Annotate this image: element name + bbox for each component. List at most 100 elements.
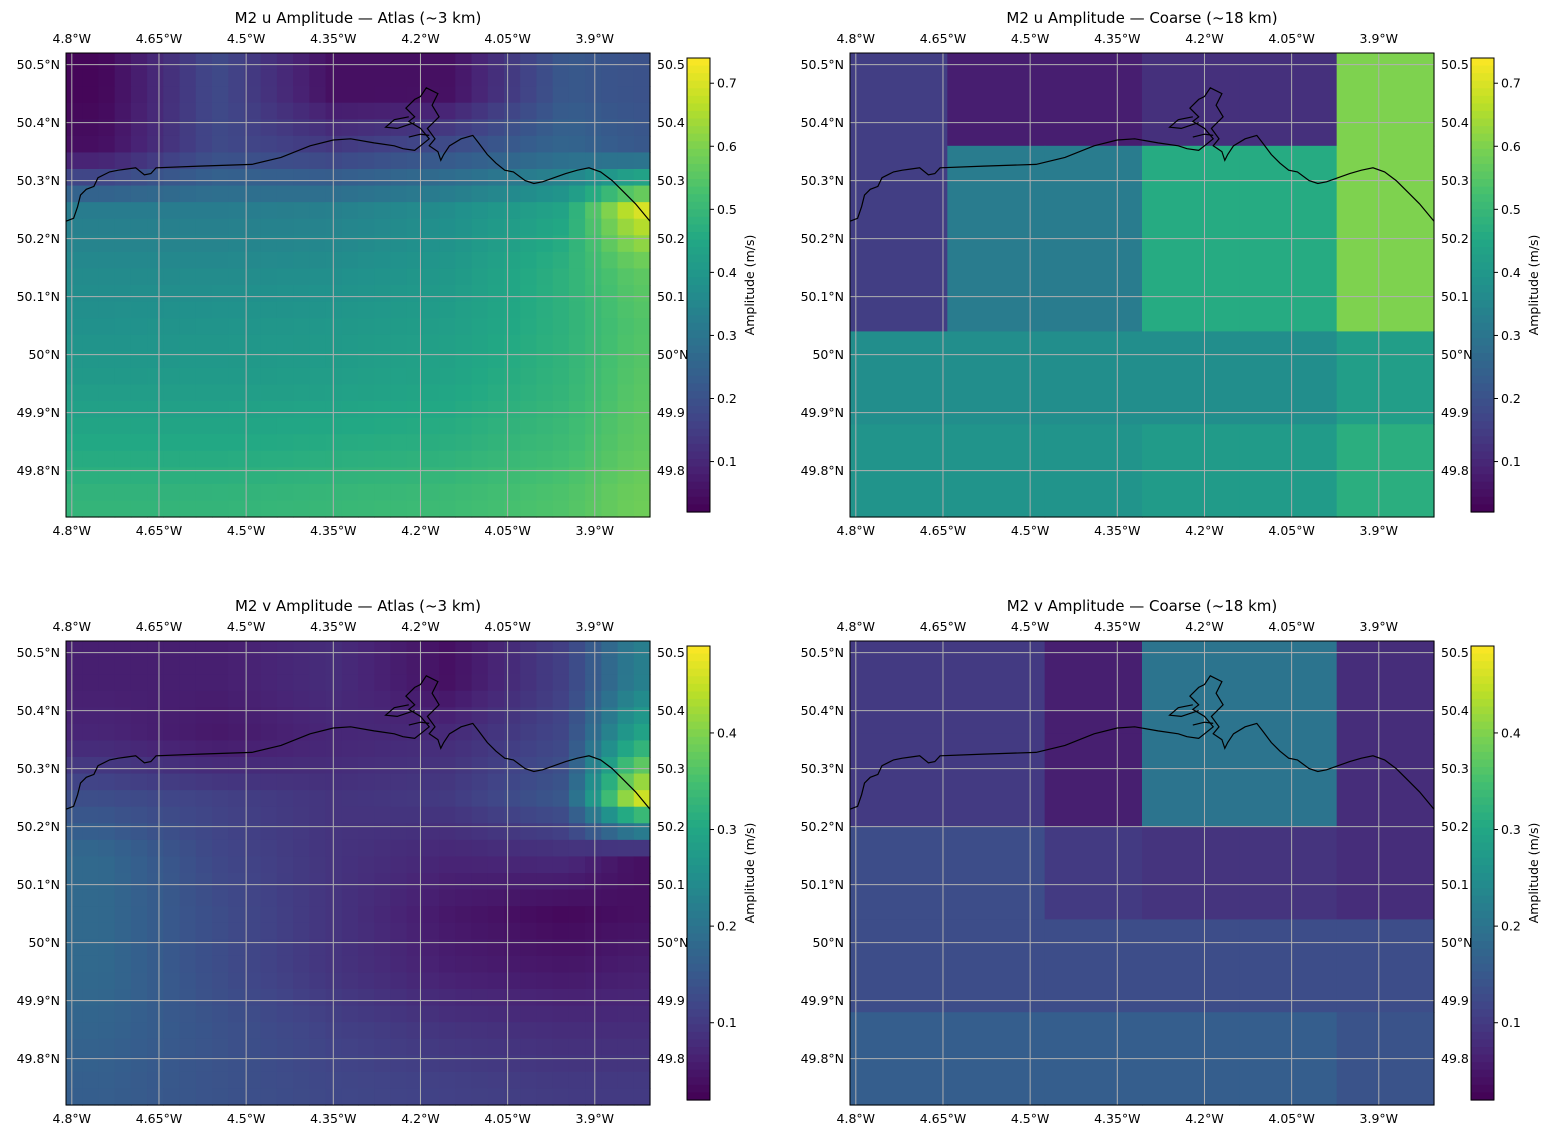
grid-cell — [309, 251, 327, 270]
colorbar-tick-label: 0.2 — [717, 919, 737, 934]
grid-cell — [130, 367, 148, 386]
grid-cell — [82, 740, 100, 758]
grid-cell — [195, 641, 213, 659]
grid-cell — [439, 185, 456, 203]
grid-cell — [179, 285, 197, 303]
grid-cell — [82, 53, 100, 71]
grid-cell — [617, 757, 635, 775]
grid-cell — [163, 301, 181, 319]
grid-cell — [114, 1088, 132, 1106]
colorbar-step — [1471, 73, 1494, 82]
grid-cell — [260, 873, 278, 891]
grid-cell — [325, 839, 343, 858]
colorbar-step — [687, 421, 710, 430]
grid-cell — [82, 641, 100, 659]
colorbar-step — [1471, 994, 1494, 1003]
grid-cell — [568, 202, 586, 220]
grid-cell — [471, 790, 489, 808]
colorbar-step — [687, 1077, 710, 1086]
grid-cell — [293, 401, 310, 419]
grid-cell — [585, 823, 602, 841]
grid-cell — [244, 873, 262, 891]
grid-cell — [228, 268, 246, 286]
grid-cell — [212, 235, 229, 253]
grid-cell — [260, 119, 278, 137]
grid-cell — [66, 500, 83, 518]
grid-cell — [504, 1088, 521, 1106]
grid-cell — [260, 1071, 278, 1090]
grid-cell — [276, 285, 294, 303]
grid-cell — [536, 69, 554, 87]
grid-cell — [601, 202, 619, 220]
lat-tick-label-left: 50.2°N — [801, 231, 844, 246]
grid-cell — [293, 1055, 310, 1073]
grid-cell — [130, 268, 148, 286]
colorbar-step — [1471, 103, 1494, 112]
grid-cell — [1336, 238, 1435, 332]
grid-cell — [163, 202, 181, 220]
colorbar-step — [687, 1084, 710, 1094]
lat-tick-label-left: 50.2°N — [17, 231, 60, 246]
lat-tick-label-left: 49.9°N — [17, 405, 60, 420]
grid-cell — [228, 202, 246, 220]
grid-cell — [358, 235, 375, 253]
grid-cell — [471, 1005, 489, 1023]
grid-cell — [179, 922, 197, 940]
grid-cell — [422, 1055, 440, 1073]
colorbar-tick-label: 0.6 — [1501, 139, 1521, 154]
grid-cell — [228, 641, 246, 659]
grid-cell — [520, 334, 538, 352]
grid-cell — [633, 135, 651, 154]
grid-cell — [358, 972, 375, 990]
colorbar-step — [687, 729, 710, 738]
grid-cell — [406, 790, 424, 808]
grid-cell — [633, 757, 651, 775]
grid-cell — [147, 1071, 164, 1090]
colorbar-step — [687, 835, 710, 844]
grid-cell — [633, 773, 651, 791]
grid-cell — [439, 401, 456, 419]
grid-cell — [244, 318, 262, 336]
grid-cell — [633, 500, 651, 518]
grid-cell — [422, 301, 440, 319]
grid-cell — [163, 773, 181, 791]
grid-cell — [66, 434, 83, 452]
grid-cell — [130, 102, 148, 120]
grid-cell — [568, 401, 586, 419]
grid-cell — [422, 483, 440, 502]
grid-cell — [617, 906, 635, 924]
grid-cell — [82, 401, 100, 419]
grid-cell — [471, 906, 489, 924]
grid-cell — [487, 839, 505, 858]
lat-tick-label-left: 50°N — [812, 935, 844, 950]
grid-cell — [276, 169, 294, 187]
grid-cell — [244, 939, 262, 957]
grid-cell — [293, 757, 310, 775]
grid-cell — [98, 856, 116, 874]
grid-cell — [439, 690, 456, 708]
grid-cell — [390, 53, 408, 71]
grid-cell — [504, 483, 521, 502]
grid-cell — [66, 1071, 83, 1090]
grid-cell — [406, 500, 424, 518]
colorbar-step — [687, 428, 710, 437]
grid-cell — [66, 674, 83, 692]
lon-tick-label-top: 4.8°W — [53, 31, 92, 46]
grid-cell — [212, 434, 229, 452]
grid-cell — [1239, 53, 1338, 147]
grid-cell — [633, 235, 651, 253]
grid-cell — [260, 86, 278, 104]
grid-cell — [358, 401, 375, 419]
colorbar-step — [1471, 910, 1494, 919]
grid-cell — [585, 152, 602, 170]
grid-cell — [520, 86, 538, 104]
lon-tick-label-top: 4.2°W — [401, 619, 440, 634]
grid-cell — [341, 483, 359, 502]
grid-cell — [633, 334, 651, 352]
grid-cell — [293, 251, 310, 270]
grid-cell — [114, 169, 132, 187]
grid-cell — [439, 955, 456, 974]
grid-cell — [552, 467, 570, 485]
grid-cell — [228, 500, 246, 518]
grid-cell — [82, 251, 100, 270]
